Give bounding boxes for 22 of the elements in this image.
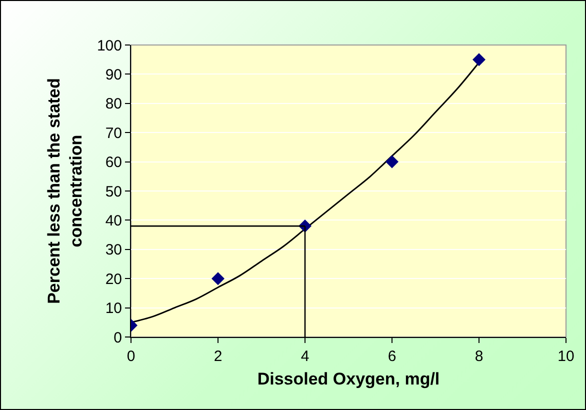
x-tick-label: 10 — [558, 348, 574, 365]
point — [472, 53, 486, 66]
x-axis-title: Dissoled Oxygen, mg/l — [257, 369, 440, 388]
y-tick-label: 100 — [96, 37, 122, 54]
y-tick-label: 80 — [105, 96, 122, 113]
y-axis-title: Percent less than the stated concentration — [44, 78, 86, 304]
y-tick-label: 70 — [105, 124, 122, 142]
x-tick-label: 6 — [388, 348, 396, 365]
y-tick-label: 60 — [105, 154, 122, 172]
y-tick-label: 90 — [105, 66, 122, 84]
x-tick-label: 0 — [126, 348, 136, 365]
y-tick-label: 40 — [105, 212, 122, 230]
point — [386, 155, 398, 168]
x-tick-label: 8 — [474, 348, 484, 365]
point — [212, 272, 224, 286]
x-tick-label: 4 — [300, 348, 310, 365]
y-tick-label: 0 — [114, 329, 122, 346]
x-tick-label: 2 — [214, 348, 222, 365]
y-tick-label: 50 — [105, 183, 122, 200]
y-tick-label: 30 — [105, 242, 122, 259]
y-tick-label: 20 — [105, 270, 122, 288]
y-tick-label: 10 — [105, 300, 122, 318]
